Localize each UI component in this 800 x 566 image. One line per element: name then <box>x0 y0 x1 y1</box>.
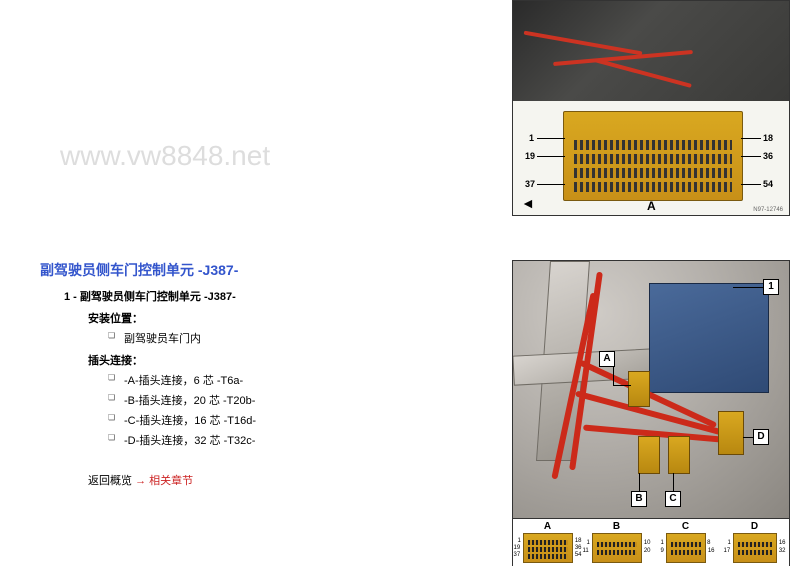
back-label: 返回概览 <box>88 475 135 487</box>
connector-c: -C-插头连接，16 芯 -T16d- <box>112 412 440 428</box>
pin-label-19: 19 <box>525 151 535 161</box>
connector-b: -B-插头连接，20 芯 -T20b- <box>112 392 440 408</box>
photo-background <box>513 261 789 519</box>
connector-a-photo <box>628 371 650 407</box>
figure-top-connector-diagram: 1 19 37 18 36 54 A ◄ N97-12746 <box>512 0 790 216</box>
item-main: 1 - 副驾驶员侧车门控制单元 -J387- <box>64 288 440 304</box>
figure-code: N97-12746 <box>753 207 783 213</box>
strip-connector-a: A 1 18 19 36 37 54 <box>518 521 578 563</box>
back-overview-link[interactable]: 返回概览 → 相关章节 <box>88 472 440 488</box>
related-chapter-link[interactable]: 相关章节 <box>146 475 193 487</box>
connector-block-a <box>563 111 743 201</box>
strip-connector-d: D 1 16 17 32 <box>725 521 785 563</box>
figure-bottom-module-photo: 1 A B C D A 1 18 19 36 37 54 B <box>512 260 790 566</box>
connector-heading: 插头连接： <box>88 352 440 368</box>
item-num: 1 - <box>64 291 80 303</box>
nav-arrow-icon: ◄ <box>521 195 535 211</box>
connector-d-photo <box>718 411 744 455</box>
strip-letter-d: D <box>725 521 785 532</box>
figure-top-photo <box>513 1 789 101</box>
label-b: B <box>631 491 647 507</box>
strip-letter-c: C <box>656 521 716 532</box>
title-prefix: 副驾驶员侧车门控制单元 <box>40 262 198 278</box>
label-c: C <box>665 491 681 507</box>
strip-svg-c: 1 8 9 16 <box>666 533 706 563</box>
strip-svg-b: 1 10 11 20 <box>592 533 642 563</box>
install-location: 副驾驶员车门内 <box>112 330 440 346</box>
title-code: -J387- <box>198 262 238 278</box>
connector-letter-a: A <box>647 199 656 213</box>
label-d: D <box>753 429 769 445</box>
pin-label-37: 37 <box>525 179 535 189</box>
strip-connector-b: B 1 10 11 20 <box>587 521 647 563</box>
strip-letter-b: B <box>587 521 647 532</box>
control-module <box>649 283 769 393</box>
strip-connector-c: C 1 8 9 16 <box>656 521 716 563</box>
arrow-icon: → <box>135 475 146 487</box>
pin-label-54: 54 <box>763 179 773 189</box>
strip-svg-d: 1 16 17 32 <box>733 533 777 563</box>
content-section: 副驾驶员侧车门控制单元 -J387- 1 - 副驾驶员侧车门控制单元 -J387… <box>40 260 440 488</box>
connector-d: -D-插头连接，32 芯 -T32c- <box>112 432 440 448</box>
connector-b-photo <box>638 436 660 474</box>
connector-a: -A-插头连接，6 芯 -T6a- <box>112 372 440 388</box>
label-a: A <box>599 351 615 367</box>
strip-svg-a: 1 18 19 36 37 54 <box>523 533 573 563</box>
strip-letter-a: A <box>518 521 578 532</box>
pin-label-18: 18 <box>763 133 773 143</box>
install-heading: 安装位置： <box>88 310 440 326</box>
connector-pinout-strip: A 1 18 19 36 37 54 B 1 10 11 20 <box>513 518 789 566</box>
watermark-text: www.vw8848.net <box>60 140 270 172</box>
label-1: 1 <box>763 279 779 295</box>
connector-c-photo <box>668 436 690 474</box>
item-main-code: -J387- <box>204 291 236 303</box>
item-main-text: 副驾驶员侧车门控制单元 <box>80 291 204 303</box>
pin-label-1: 1 <box>529 133 534 143</box>
section-title: 副驾驶员侧车门控制单元 -J387- <box>40 260 440 280</box>
pin-label-36: 36 <box>763 151 773 161</box>
